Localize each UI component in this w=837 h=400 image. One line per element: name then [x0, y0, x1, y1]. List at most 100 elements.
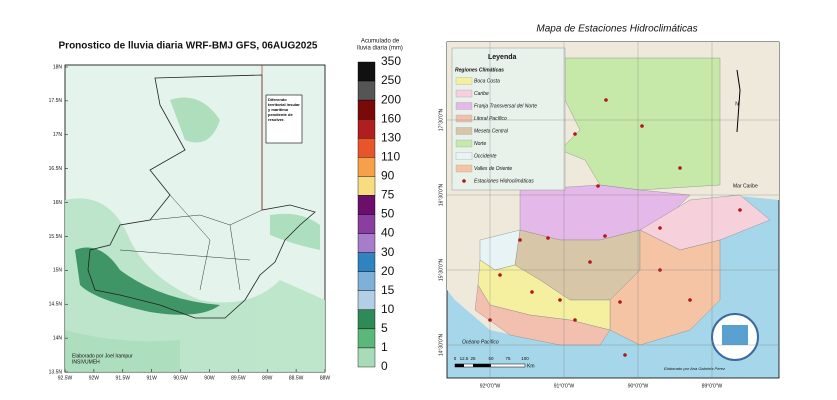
legend-swatch: [455, 89, 473, 98]
credit: INSIVUMEH: [72, 359, 100, 365]
sea-label: Mar Caribe: [733, 183, 758, 189]
legend-subtitle: Regiones Climáticas: [455, 67, 504, 73]
lat-label: 13.5N: [49, 369, 63, 375]
lon-label: 91°0'0"W: [554, 383, 575, 389]
lon-label: 92°0'0"W: [480, 383, 501, 389]
color-swatch: [357, 80, 376, 101]
left-ticks: 18N 17.5N 17N 16.5N 16N 15.5N 15N 14.5N 14N 13.5N…: [49, 64, 331, 381]
scale-label: 25: [470, 356, 476, 361]
colorbar-title: Acumulado de: [361, 39, 400, 45]
north-label: N: [735, 101, 739, 107]
colorbar-label: 10: [381, 302, 395, 316]
left-title: Pronostico de lluvia diaria WRF-BMJ GFS,…: [59, 41, 318, 52]
legend-item: Estaciones Hidroclimáticas: [474, 178, 534, 184]
lat-label: 16N: [53, 200, 63, 206]
scale-unit: Km: [527, 363, 535, 369]
colorbar-label: 15: [381, 283, 395, 297]
colorbar-title: lluvia diaria (mm): [357, 46, 403, 52]
north-arrow: [736, 69, 741, 133]
rain-areas: [65, 97, 325, 372]
legend-swatch: [455, 127, 473, 135]
lat-label: 16.5N: [49, 166, 63, 172]
lat-label: 17N: [53, 132, 63, 138]
color-swatch: [357, 195, 376, 215]
credit: Elaborado por Joel Irampur: [72, 353, 133, 359]
color-swatch: [357, 328, 376, 349]
lat-label: 15.5N: [49, 234, 63, 240]
lon-label: 88W: [320, 375, 331, 381]
colorbar-label: 0: [381, 359, 388, 373]
legend-swatch: [455, 114, 473, 123]
note: Diferendo territorial insular y marítimo…: [268, 97, 300, 122]
legend-swatch: [455, 77, 473, 85]
note-text: Diferendo territorial insular y marítimo…: [268, 97, 300, 122]
colorbar-label: 50: [381, 207, 395, 221]
legend-item: Franja Transversal del Norte: [474, 103, 537, 109]
lat-label: 17.5N: [49, 98, 63, 104]
colorbar-label: 1: [381, 340, 388, 354]
colorbar-label: 250: [381, 73, 401, 87]
color-swatch: [357, 309, 376, 330]
departments: [119, 194, 263, 291]
legend-item: Norte: [474, 141, 486, 147]
lon-label: 90°0'0"W: [628, 383, 649, 389]
lon-label: 90.5W: [173, 375, 188, 381]
colorbar-label: 30: [381, 245, 395, 259]
colorbar-label: 110: [381, 149, 400, 163]
lon-label: 90W: [204, 375, 215, 381]
color-swatch: [357, 118, 376, 139]
colorbar-label: 160: [381, 111, 401, 125]
legend-swatch: [455, 152, 473, 160]
lat-label: 14.5N: [49, 302, 63, 308]
stations: [488, 98, 742, 357]
color-swatch: [357, 61, 376, 82]
scale-label: 50: [488, 356, 494, 361]
lat-label: 15°30'0"N: [438, 258, 444, 281]
lon-label: 91W: [147, 375, 158, 381]
right-title: Mapa de Estaciones Hidroclimáticas: [536, 24, 697, 35]
lon-label: 92W: [89, 375, 100, 381]
colorbar-label: 200: [381, 92, 401, 106]
legend-swatch: [455, 139, 473, 148]
colorbar-label: 40: [381, 226, 395, 240]
scale-label: 12.5: [460, 356, 469, 361]
color-swatch: [357, 138, 376, 158]
colorbar-label: 90: [381, 169, 395, 183]
legend: Boca Costa Caribe Franja Transversal del N…: [455, 77, 537, 173]
legend-item: Meseta Central: [474, 128, 509, 134]
lon-label: 89W: [262, 375, 273, 381]
legend-item: Valles de Oriente: [474, 166, 512, 172]
legend-item: Occidente: [474, 153, 497, 159]
credit: Elaborado por Ana Gabriela Pérez: [664, 366, 725, 371]
lon-label: 91.5W: [116, 375, 131, 381]
color-swatch: [357, 271, 376, 291]
colorbar-label: 5: [381, 321, 388, 335]
colorbar-label: 130: [381, 130, 401, 144]
lat-label: 16°30'0"N: [438, 183, 444, 206]
lon-label: 88.5W: [289, 375, 304, 381]
legend-item: Caribe: [474, 91, 489, 97]
lon-label: 92.5W: [58, 375, 73, 381]
color-swatch: [357, 252, 376, 272]
legend-title: Leyenda: [488, 54, 517, 61]
legend-item: Litoral Pacífico: [474, 116, 507, 122]
colorbar-label: 75: [381, 188, 395, 202]
scale-label: 0: [454, 356, 457, 361]
lat-label: 14N: [53, 335, 63, 341]
lat-label: 15N: [53, 268, 63, 274]
sea-label: Océano Pacífico: [462, 339, 499, 345]
station-symbol: [462, 179, 466, 183]
scale-label: 75: [505, 356, 511, 361]
color-swatch: [357, 157, 376, 177]
colorbar-label: 20: [381, 264, 395, 278]
lat-label: 17°30'0"N: [438, 108, 444, 131]
logo-inner: [722, 325, 748, 345]
right-ticks: 17°30'0"N 16°30'0"N 15°30'0"N 14°30'0"N 92°0…: [438, 42, 779, 389]
colorbar-label: 350: [381, 54, 401, 68]
color-swatch: [357, 176, 376, 196]
color-swatch: [357, 233, 376, 253]
lon-label: 89°0'0"W: [702, 383, 723, 389]
note-box: [265, 94, 303, 144]
